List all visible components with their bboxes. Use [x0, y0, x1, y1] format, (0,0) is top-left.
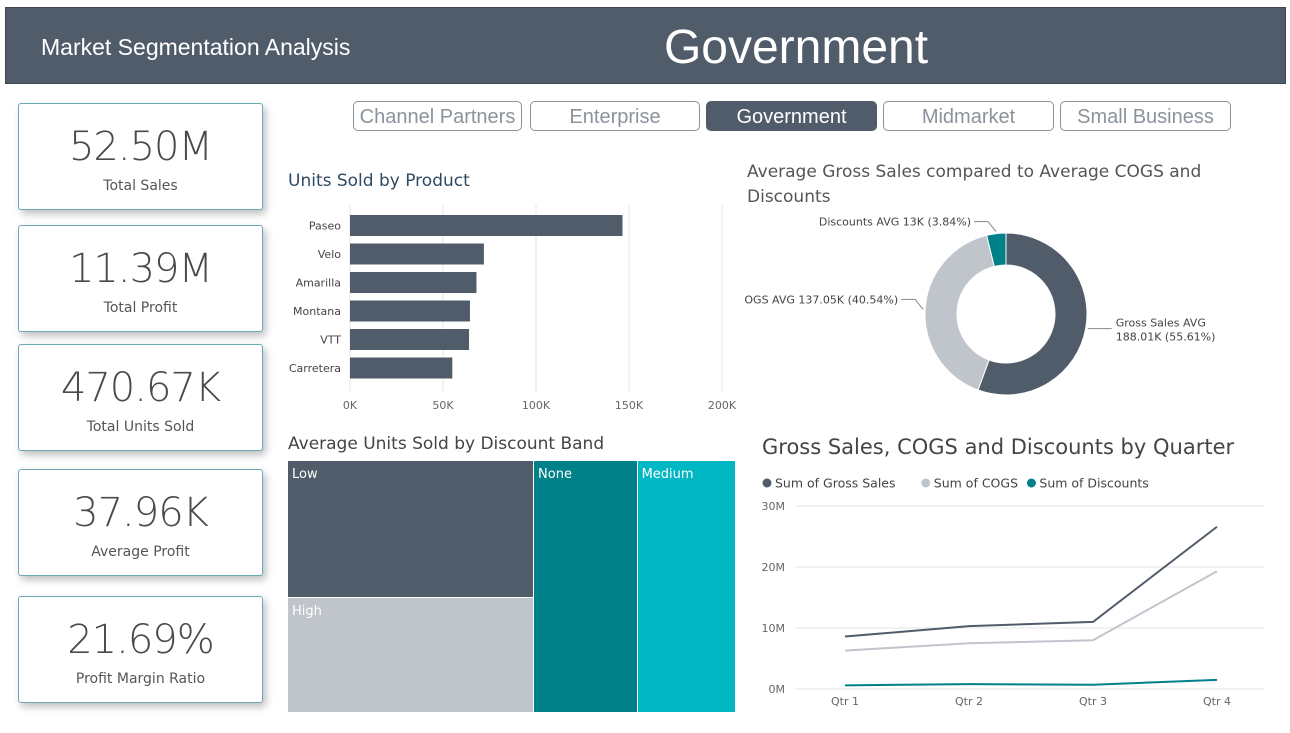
line-x-tick-label: Qtr 4	[1203, 695, 1231, 708]
bar-mark[interactable]	[350, 300, 470, 322]
bar-category-label: Paseo	[309, 220, 341, 233]
line-x-tick-label: Qtr 3	[1079, 695, 1107, 708]
bar-category-label: Velo	[318, 248, 341, 261]
bar-mark[interactable]	[350, 329, 470, 350]
donut-slice-label: Discounts AVG 13K (3.84%)	[819, 216, 971, 229]
slicer-midmarket[interactable]: Midmarket	[883, 101, 1054, 131]
treemap: Low High None Medium	[288, 461, 736, 713]
slicer-enterprise[interactable]: Enterprise	[530, 101, 700, 131]
treemap-tile-label: High	[292, 603, 322, 619]
kpi-label: Total Profit	[103, 300, 178, 316]
line-y-tick-label: 30M	[762, 500, 786, 513]
kpi-value: 21.69%	[67, 617, 215, 663]
line-x-tick-label: Qtr 1	[831, 695, 859, 708]
donut-slice[interactable]	[924, 234, 995, 391]
kpi-value: 52.50M	[68, 124, 213, 170]
line-y-tick-label: 0M	[769, 683, 786, 696]
slicer-channel-partners[interactable]: Channel Partners	[353, 101, 522, 131]
kpi-label: Average Profit	[91, 544, 190, 560]
bar-x-tick-label: 100K	[522, 399, 551, 412]
kpi-card-total-profit: 11.39M Total Profit	[18, 225, 263, 332]
treemap-tile-label: None	[538, 467, 572, 482]
donut-slice-label: COGS AVG 137.05K (40.54%)	[745, 293, 898, 306]
line-series[interactable]	[844, 678, 1218, 687]
kpi-value: 470.67K	[60, 365, 221, 411]
donut-leader-line	[901, 298, 924, 310]
treemap-tile[interactable]: High	[288, 597, 534, 712]
legend-marker	[1026, 478, 1036, 488]
line-x-tick-label: Qtr 2	[955, 695, 983, 708]
slicer-government[interactable]: Government	[706, 101, 877, 131]
bar-category-label: Amarilla	[296, 277, 341, 290]
legend-marker	[762, 478, 772, 488]
donut-leader-line	[973, 221, 997, 232]
donut-slice-label: Gross Sales AVG	[1116, 317, 1206, 330]
bar-chart: 0K 50K 100K 150K 200K Paseo Velo Amarilla Montan…	[289, 205, 737, 412]
kpi-card-average-profit: 37.96K Average Profit	[18, 469, 263, 576]
bar-category-label: VTT	[320, 334, 341, 347]
donut-slice-value: 188.01K (55.61%)	[1116, 331, 1216, 344]
treemap-tile[interactable]: Medium	[637, 461, 735, 712]
treemap-tile[interactable]: Low	[288, 461, 534, 597]
bar-chart-title: Units Sold by Product	[288, 171, 470, 191]
bar-mark[interactable]	[350, 357, 453, 379]
legend-label[interactable]: Sum of Gross Sales	[775, 476, 896, 491]
line-chart: Sum of Gross Sales Sum of COGS Sum of Disc…	[762, 476, 1265, 708]
line-series[interactable]	[844, 525, 1218, 638]
treemap-title: Average Units Sold by Discount Band	[288, 434, 605, 454]
treemap-tile-label: Medium	[641, 467, 694, 482]
bar-x-tick-label: 200K	[708, 399, 737, 412]
bar-x-tick-label: 50K	[432, 399, 454, 412]
bar-category-label: Montana	[293, 305, 341, 318]
bar-mark[interactable]	[350, 272, 477, 293]
kpi-card-total-sales: 52.50M Total Sales	[18, 103, 263, 210]
bar-x-tick-label: 0K	[343, 399, 358, 412]
treemap-tile-label: Low	[292, 467, 318, 482]
bar-mark[interactable]	[350, 215, 623, 236]
kpi-value: 37.96K	[73, 490, 209, 536]
kpi-value: 11.39M	[68, 246, 213, 292]
donut-slice[interactable]	[986, 232, 1007, 268]
header-bar: Market Segmentation Analysis Government	[5, 7, 1286, 84]
slicer-small-business[interactable]: Small Business	[1060, 101, 1231, 131]
kpi-label: Total Units Sold	[86, 419, 195, 435]
bar-category-label: Carretera	[289, 362, 341, 375]
legend-label[interactable]: Sum of Discounts	[1039, 476, 1148, 491]
bar-mark[interactable]	[350, 243, 484, 265]
legend-label[interactable]: Sum of COGS	[934, 476, 1018, 491]
line-y-tick-label: 20M	[762, 561, 786, 574]
treemap-tile[interactable]: None	[534, 461, 637, 712]
kpi-card-total-units-sold: 470.67K Total Units Sold	[18, 344, 263, 451]
segment-title: Government	[663, 21, 929, 74]
donut-slice[interactable]	[977, 232, 1088, 396]
line-chart-title: Gross Sales, COGS and Discounts by Quart…	[762, 435, 1235, 459]
donut-chart-title: Average Gross Sales compared to Average …	[747, 162, 1202, 207]
line-series[interactable]	[844, 570, 1218, 652]
legend-marker	[921, 478, 931, 488]
kpi-card-profit-margin-ratio: 21.69% Profit Margin Ratio	[18, 596, 263, 703]
kpi-label: Total Sales	[103, 178, 178, 194]
bar-x-tick-label: 150K	[615, 399, 644, 412]
kpi-label: Profit Margin Ratio	[75, 671, 206, 687]
line-y-tick-label: 10M	[762, 622, 786, 635]
app-title: Market Segmentation Analysis	[41, 34, 351, 60]
